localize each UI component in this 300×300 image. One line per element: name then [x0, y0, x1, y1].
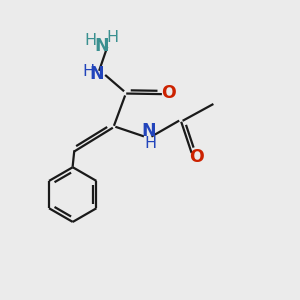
Text: H: H	[82, 64, 94, 79]
Text: N: N	[89, 64, 104, 82]
Text: O: O	[161, 84, 176, 102]
Text: N: N	[94, 37, 109, 55]
Text: H: H	[144, 136, 156, 151]
Text: H: H	[106, 30, 118, 45]
Text: H: H	[85, 33, 97, 48]
Text: N: N	[141, 122, 156, 140]
Text: O: O	[189, 148, 203, 166]
